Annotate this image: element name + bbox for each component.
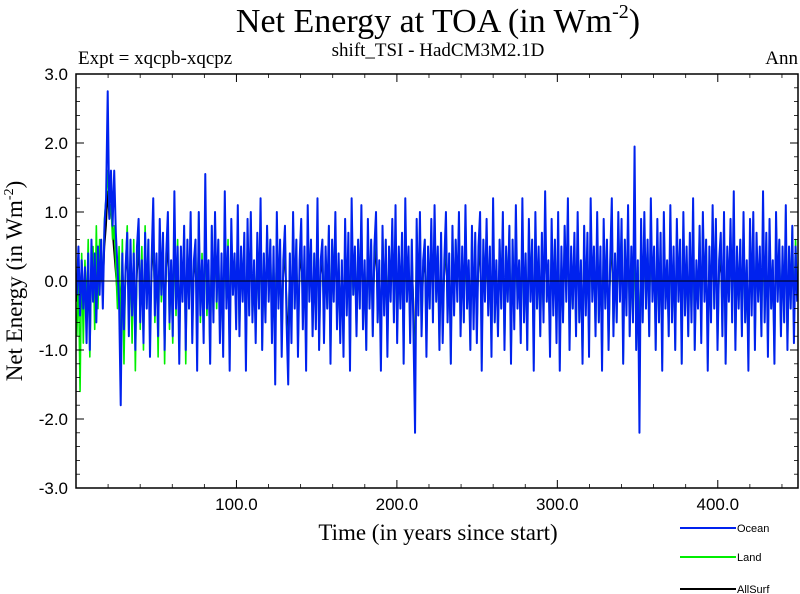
subtitle-center: shift_TSI - HadCM3M2.1D (332, 40, 545, 61)
legend-label-land: Land (737, 552, 761, 564)
legend: Ocean Land AllSurf (680, 523, 770, 594)
x-axis-label: Time (in years since start) (318, 520, 557, 545)
y-tick-label: -2.0 (39, 410, 68, 429)
x-tick-label: 200.0 (376, 495, 419, 514)
y-axis-label-superscript: -2 (2, 188, 17, 200)
series-line-ocean (76, 90, 798, 434)
axes: 3.0 2.0 1.0 0.0 -1.0 -2.0 -3.0 100.0 200.0 300.0 4… (39, 65, 799, 514)
x-tick-label: 100.0 (215, 495, 258, 514)
subtitle-left: Expt = xqcpb-xqcpz (78, 48, 232, 69)
legend-label-allsurf: AllSurf (737, 584, 770, 594)
x-tick-label: 300.0 (536, 495, 579, 514)
y-tick-label: 2.0 (44, 134, 68, 153)
subtitle-right: Ann (765, 48, 798, 69)
y-tick-label: -1.0 (39, 341, 68, 360)
chart-title: Net Energy at TOA (in Wm-2) (236, 1, 640, 40)
y-tick-label: 0.0 (44, 272, 68, 291)
y-tick-label: -3.0 (39, 479, 68, 498)
chart-title-main: Net Energy at TOA (in Wm (236, 3, 612, 40)
chart-title-superscript: -2 (612, 1, 629, 23)
y-tick-label: 1.0 (44, 203, 68, 222)
y-tick-label: 3.0 (44, 65, 68, 84)
x-tick-label: 400.0 (697, 495, 740, 514)
y-axis-label: Net Energy (in Wm-2) (2, 181, 27, 382)
plot-area (76, 90, 798, 434)
y-axis-label-close: ) (2, 181, 27, 189)
chart-title-close: ) (629, 3, 640, 40)
y-axis-label-main: Net Energy (in Wm (2, 200, 27, 381)
legend-label-ocean: Ocean (737, 523, 769, 535)
